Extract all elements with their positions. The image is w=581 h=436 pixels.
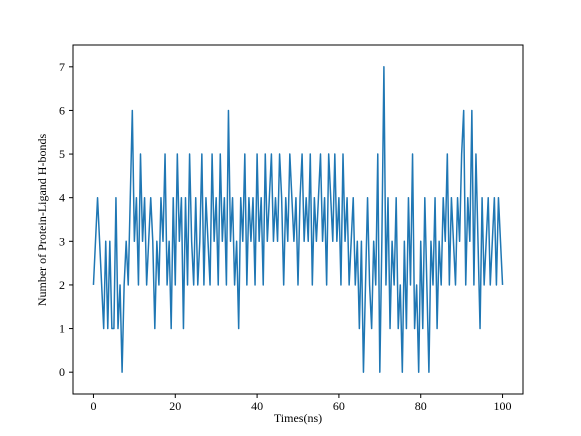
- y-tick-label: 6: [59, 103, 65, 117]
- x-tick-label: 20: [169, 399, 181, 413]
- y-axis-label: Number of Protein-Ligand H-bonds: [35, 134, 49, 307]
- x-tick-label: 0: [90, 399, 96, 413]
- y-tick-label: 4: [59, 191, 65, 205]
- y-tick-label: 5: [59, 147, 65, 161]
- y-tick-label: 2: [59, 278, 65, 292]
- x-tick-label: 100: [494, 399, 512, 413]
- y-tick-label: 3: [59, 234, 65, 248]
- x-tick-label: 60: [333, 399, 345, 413]
- y-tick-label: 0: [59, 365, 65, 379]
- plot-frame: [72, 44, 524, 395]
- x-tick-label: 80: [415, 399, 427, 413]
- y-tick-label: 1: [59, 322, 65, 336]
- x-tick-label: 40: [251, 399, 263, 413]
- data-line: [92, 66, 504, 373]
- y-tick-label: 7: [59, 60, 65, 74]
- x-axis-label: Times(ns): [274, 411, 322, 425]
